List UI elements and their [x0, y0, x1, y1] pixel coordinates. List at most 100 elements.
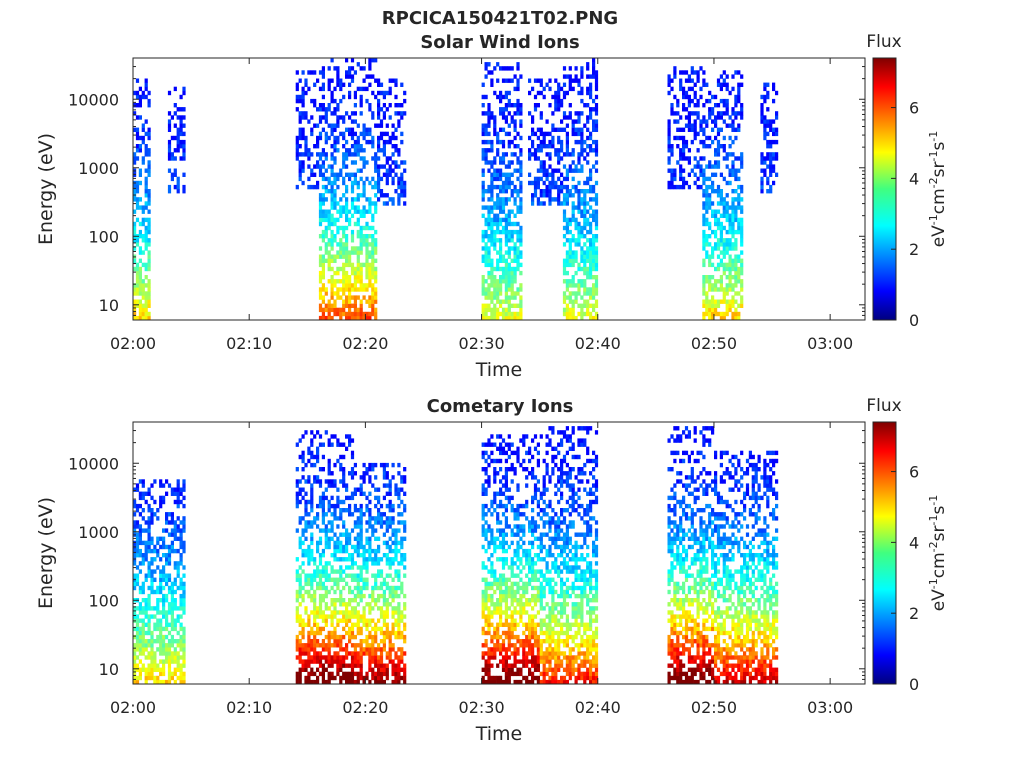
heatmap-cell — [307, 593, 311, 599]
heatmap-cell — [763, 98, 767, 104]
heatmap-cell — [403, 593, 407, 599]
heatmap-cell — [330, 528, 334, 533]
heatmap-cell — [385, 156, 389, 161]
heatmap-cell — [182, 589, 186, 595]
heatmap-cell — [365, 671, 369, 677]
heatmap-cell — [141, 606, 145, 611]
heatmap-cell — [333, 553, 337, 558]
heatmap-cell — [548, 184, 552, 190]
heatmap-cell — [368, 524, 372, 529]
heatmap-cell — [348, 311, 352, 317]
heatmap-cell — [353, 462, 357, 468]
heatmap-cell — [333, 483, 337, 488]
heatmap-cell — [330, 184, 334, 190]
heatmap-cell — [594, 221, 599, 227]
heatmap-cell — [374, 242, 378, 247]
heatmap-cell — [719, 315, 723, 321]
heatmap-cell — [324, 139, 328, 145]
heatmap-cell — [348, 152, 352, 157]
heatmap-cell — [327, 659, 331, 664]
heatmap-cell — [324, 647, 328, 652]
heatmap-cell — [719, 197, 723, 202]
heatmap-cell — [562, 299, 567, 304]
heatmap-cell — [679, 184, 683, 190]
heatmap-cell — [356, 520, 360, 525]
heatmap-cell — [731, 246, 735, 251]
heatmap-cell — [403, 479, 407, 484]
heatmap-cell — [594, 160, 599, 165]
heatmap-cell — [580, 197, 584, 202]
heatmap-cell — [507, 270, 511, 276]
heatmap-cell — [501, 144, 506, 149]
heatmap-cell — [571, 131, 575, 137]
heatmap-cell — [484, 279, 488, 284]
heatmap-cell — [592, 283, 596, 288]
heatmap-cell — [321, 585, 325, 591]
heatmap-cell — [377, 512, 381, 517]
heatmap-cell — [345, 483, 349, 488]
heatmap-cell — [362, 548, 366, 554]
heatmap-cell — [301, 467, 305, 472]
heatmap-cells-solar-wind — [133, 58, 779, 321]
heatmap-cell — [336, 201, 340, 206]
heatmap-cell — [301, 585, 305, 591]
heatmap-cell — [705, 279, 709, 284]
heatmap-cell — [156, 647, 160, 652]
heatmap-cell — [740, 82, 744, 87]
heatmap-cell — [327, 303, 331, 308]
heatmap-cell — [301, 659, 305, 664]
heatmap-cell — [382, 164, 386, 169]
heatmap-cell — [333, 307, 337, 313]
heatmap-cell — [507, 197, 511, 202]
heatmap-cell — [484, 651, 488, 656]
heatmap-cell — [379, 176, 384, 182]
heatmap-cell — [307, 458, 311, 464]
heatmap-cell — [687, 148, 691, 153]
heatmap-cell — [586, 115, 590, 120]
heatmap-cell — [382, 148, 386, 153]
heatmap-cell — [385, 626, 389, 632]
heatmap-cell — [499, 197, 503, 202]
heatmap-cell — [368, 254, 372, 259]
heatmap-cell — [138, 98, 142, 104]
heatmap-cell — [298, 78, 302, 83]
heatmap-cell — [179, 593, 183, 599]
heatmap-cell — [316, 585, 320, 591]
heatmap-cell — [708, 307, 712, 313]
heatmap-cell — [490, 585, 494, 591]
heatmap-cell — [676, 135, 680, 141]
heatmap-cell — [501, 630, 506, 636]
heatmap-cell — [586, 66, 590, 71]
heatmap-cell — [374, 307, 378, 313]
heatmap-cell — [725, 287, 729, 292]
heatmap-cell — [318, 659, 323, 664]
heatmap-cell — [339, 115, 343, 120]
heatmap-cell — [333, 299, 337, 304]
heatmap-cell — [133, 663, 137, 668]
heatmap-cell — [147, 639, 151, 644]
heatmap-cell — [307, 553, 311, 558]
heatmap-cell — [330, 434, 334, 439]
heatmap-cell — [333, 606, 337, 611]
heatmap-cell — [513, 275, 517, 280]
heatmap-cell — [165, 512, 169, 517]
heatmap-cell — [708, 201, 712, 206]
heatmap-cell — [484, 479, 488, 484]
heatmap-cell — [737, 266, 741, 272]
heatmap-cell — [519, 229, 523, 235]
heatmap-cell — [173, 679, 177, 685]
heatmap-cell — [144, 144, 148, 149]
heatmap-cell — [531, 144, 535, 149]
heatmap-cell — [481, 184, 485, 190]
heatmap-cell — [490, 70, 494, 75]
heatmap-cell — [304, 573, 308, 578]
heatmap-cell — [385, 602, 389, 607]
heatmap-cell — [481, 193, 485, 198]
heatmap-cell — [345, 238, 349, 243]
heatmap-cell — [763, 156, 767, 161]
heatmap-cell — [519, 287, 523, 292]
heatmap-cell — [496, 221, 500, 227]
heatmap-cell — [676, 98, 680, 104]
heatmap-cell — [377, 180, 381, 186]
heatmap-cell — [307, 655, 311, 660]
